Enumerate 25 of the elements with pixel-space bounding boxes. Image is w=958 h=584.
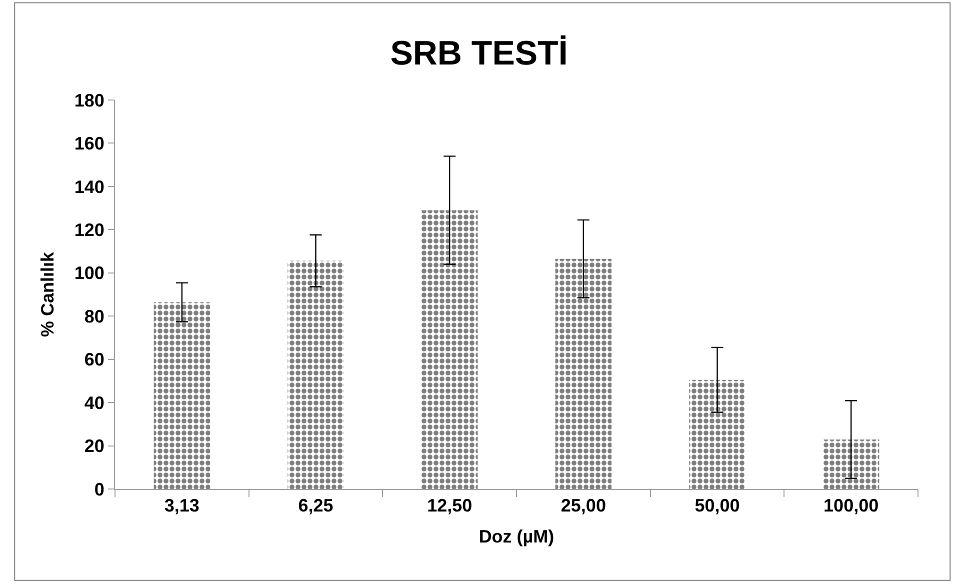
bar [421, 210, 478, 489]
x-tick-label: 100,00 [824, 496, 879, 516]
y-tick-label: 40 [84, 392, 104, 413]
x-tick-label: 6,25 [298, 496, 334, 516]
x-axis-title: Doz (µM) [478, 526, 554, 547]
y-tick-label: 60 [84, 350, 104, 370]
x-tick-label: 50,00 [694, 496, 740, 516]
y-tick-label: 140 [74, 176, 104, 197]
y-tick-label: 160 [74, 134, 104, 154]
x-tick-label: 25,00 [560, 496, 606, 516]
y-tick-label: 180 [74, 90, 104, 110]
x-tick-label: 3,13 [164, 496, 200, 516]
bar [689, 380, 746, 489]
y-tick-label: 0 [94, 479, 104, 500]
y-tick-label: 100 [74, 263, 104, 284]
y-tick-label: 20 [84, 436, 104, 456]
x-tick-label: 12,50 [427, 496, 472, 516]
bar [288, 260, 344, 489]
y-tick-label: 120 [74, 220, 104, 240]
bar [555, 258, 612, 489]
y-axis-title: % Canlılık [38, 251, 58, 338]
y-tick-label: 80 [84, 306, 104, 326]
bar [822, 440, 880, 489]
bar [154, 302, 210, 489]
chart-title: SRB TESTİ [390, 34, 568, 73]
